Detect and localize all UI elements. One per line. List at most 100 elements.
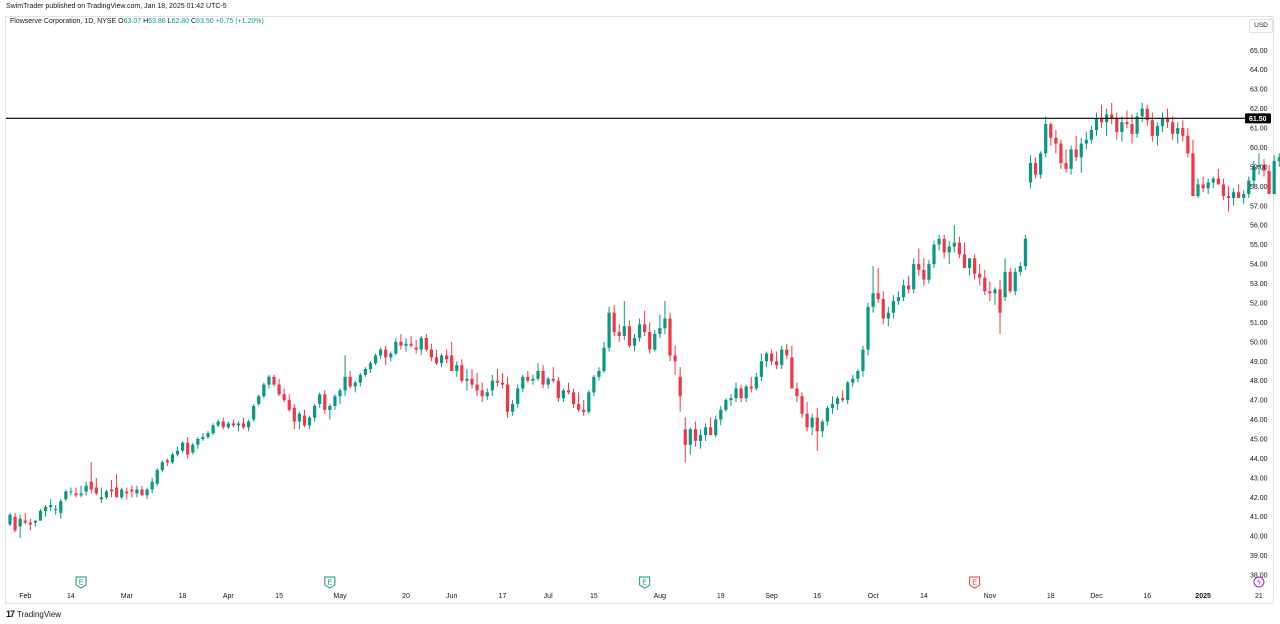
candle-body[interactable]: [353, 382, 357, 387]
candle-body[interactable]: [1252, 166, 1256, 181]
candle-body[interactable]: [521, 376, 525, 389]
candle-body[interactable]: [297, 413, 301, 422]
candle-body[interactable]: [703, 427, 708, 436]
candle-body[interactable]: [252, 405, 256, 420]
candle-body[interactable]: [1216, 178, 1220, 185]
candle-body[interactable]: [871, 293, 875, 307]
candle-body[interactable]: [94, 487, 98, 494]
candle-body[interactable]: [1074, 149, 1078, 158]
candle-body[interactable]: [1018, 266, 1022, 272]
candle-body[interactable]: [637, 324, 642, 338]
candle-body[interactable]: [165, 460, 169, 463]
candle-body[interactable]: [663, 318, 667, 329]
candle-body[interactable]: [99, 497, 103, 500]
candle-body[interactable]: [1186, 135, 1190, 154]
candle-body[interactable]: [241, 423, 246, 428]
candle-body[interactable]: [967, 258, 972, 268]
candle-body[interactable]: [216, 421, 220, 426]
candle-body[interactable]: [861, 349, 865, 371]
candle-body[interactable]: [313, 405, 317, 418]
candle-body[interactable]: [272, 376, 276, 385]
candle-body[interactable]: [84, 485, 88, 492]
candle-body[interactable]: [653, 334, 657, 350]
candle-body[interactable]: [186, 442, 190, 455]
candle-body[interactable]: [495, 380, 499, 383]
candle-body[interactable]: [490, 380, 494, 391]
candle-body[interactable]: [627, 326, 631, 346]
candle-body[interactable]: [130, 489, 134, 492]
candle-body[interactable]: [957, 242, 961, 255]
candle-body[interactable]: [1176, 128, 1180, 134]
candle-body[interactable]: [23, 520, 27, 523]
candle-body[interactable]: [612, 312, 616, 333]
candle-body[interactable]: [536, 370, 540, 379]
candle-body[interactable]: [18, 518, 22, 527]
candle-body[interactable]: [1069, 149, 1073, 169]
earnings-icon[interactable]: [75, 576, 87, 589]
candle-body[interactable]: [373, 355, 378, 364]
candle-body[interactable]: [429, 349, 433, 358]
candle-body[interactable]: [267, 376, 271, 385]
candle-body[interactable]: [145, 489, 149, 496]
candle-body[interactable]: [191, 444, 195, 453]
candle-body[interactable]: [678, 376, 682, 397]
candle-body[interactable]: [140, 489, 144, 496]
candle-body[interactable]: [1125, 122, 1129, 125]
candle-body[interactable]: [988, 291, 992, 294]
candle-body[interactable]: [1191, 153, 1195, 197]
candle-body[interactable]: [780, 349, 784, 366]
candle-body[interactable]: [109, 489, 114, 492]
candle-body[interactable]: [328, 405, 332, 410]
candle-body[interactable]: [714, 419, 718, 436]
candle-body[interactable]: [1044, 124, 1048, 154]
candle-body[interactable]: [866, 306, 870, 350]
candle-body[interactable]: [1150, 120, 1154, 136]
candle-body[interactable]: [1242, 194, 1246, 199]
candle-body[interactable]: [648, 332, 652, 350]
earnings-icon[interactable]: [969, 576, 981, 589]
candle-body[interactable]: [460, 365, 464, 381]
candle-body[interactable]: [1049, 124, 1053, 138]
candle-body[interactable]: [363, 369, 367, 375]
candle-body[interactable]: [257, 396, 261, 405]
candle-body[interactable]: [511, 404, 515, 412]
candle-body[interactable]: [196, 438, 200, 445]
candle-body[interactable]: [89, 481, 93, 490]
candle-body[interactable]: [475, 384, 479, 391]
candle-body[interactable]: [1196, 184, 1200, 197]
candle-body[interactable]: [729, 398, 733, 401]
candle-body[interactable]: [1135, 116, 1139, 134]
candle-body[interactable]: [302, 415, 307, 426]
candle-body[interactable]: [221, 421, 225, 428]
candle-body[interactable]: [1099, 118, 1104, 123]
candle-body[interactable]: [247, 421, 251, 428]
candle-body[interactable]: [1277, 157, 1280, 162]
candle-body[interactable]: [632, 337, 637, 346]
candle-body[interactable]: [1272, 161, 1276, 195]
candle-body[interactable]: [571, 392, 576, 405]
candle-body[interactable]: [973, 258, 977, 274]
candle-body[interactable]: [937, 238, 941, 245]
candle-body[interactable]: [566, 390, 571, 393]
candle-body[interactable]: [59, 501, 63, 513]
candle-body[interactable]: [1267, 170, 1271, 195]
candle-body[interactable]: [236, 423, 241, 426]
candle-body[interactable]: [33, 520, 37, 523]
candle-body[interactable]: [820, 421, 824, 432]
candle-body[interactable]: [54, 508, 58, 510]
candle-body[interactable]: [917, 264, 921, 270]
candle-body[interactable]: [541, 370, 545, 385]
candle-body[interactable]: [693, 429, 697, 441]
candle-body[interactable]: [952, 242, 956, 247]
candle-body[interactable]: [998, 289, 1002, 313]
candle-body[interactable]: [1247, 180, 1251, 195]
candle-body[interactable]: [480, 390, 484, 397]
candle-body[interactable]: [500, 382, 505, 385]
candle-body[interactable]: [881, 299, 885, 319]
candle-body[interactable]: [394, 341, 398, 354]
candle-body[interactable]: [419, 337, 423, 350]
candle-body[interactable]: [891, 301, 895, 313]
candle-body[interactable]: [617, 332, 621, 336]
candle-body[interactable]: [561, 390, 565, 399]
candle-body[interactable]: [932, 244, 936, 265]
